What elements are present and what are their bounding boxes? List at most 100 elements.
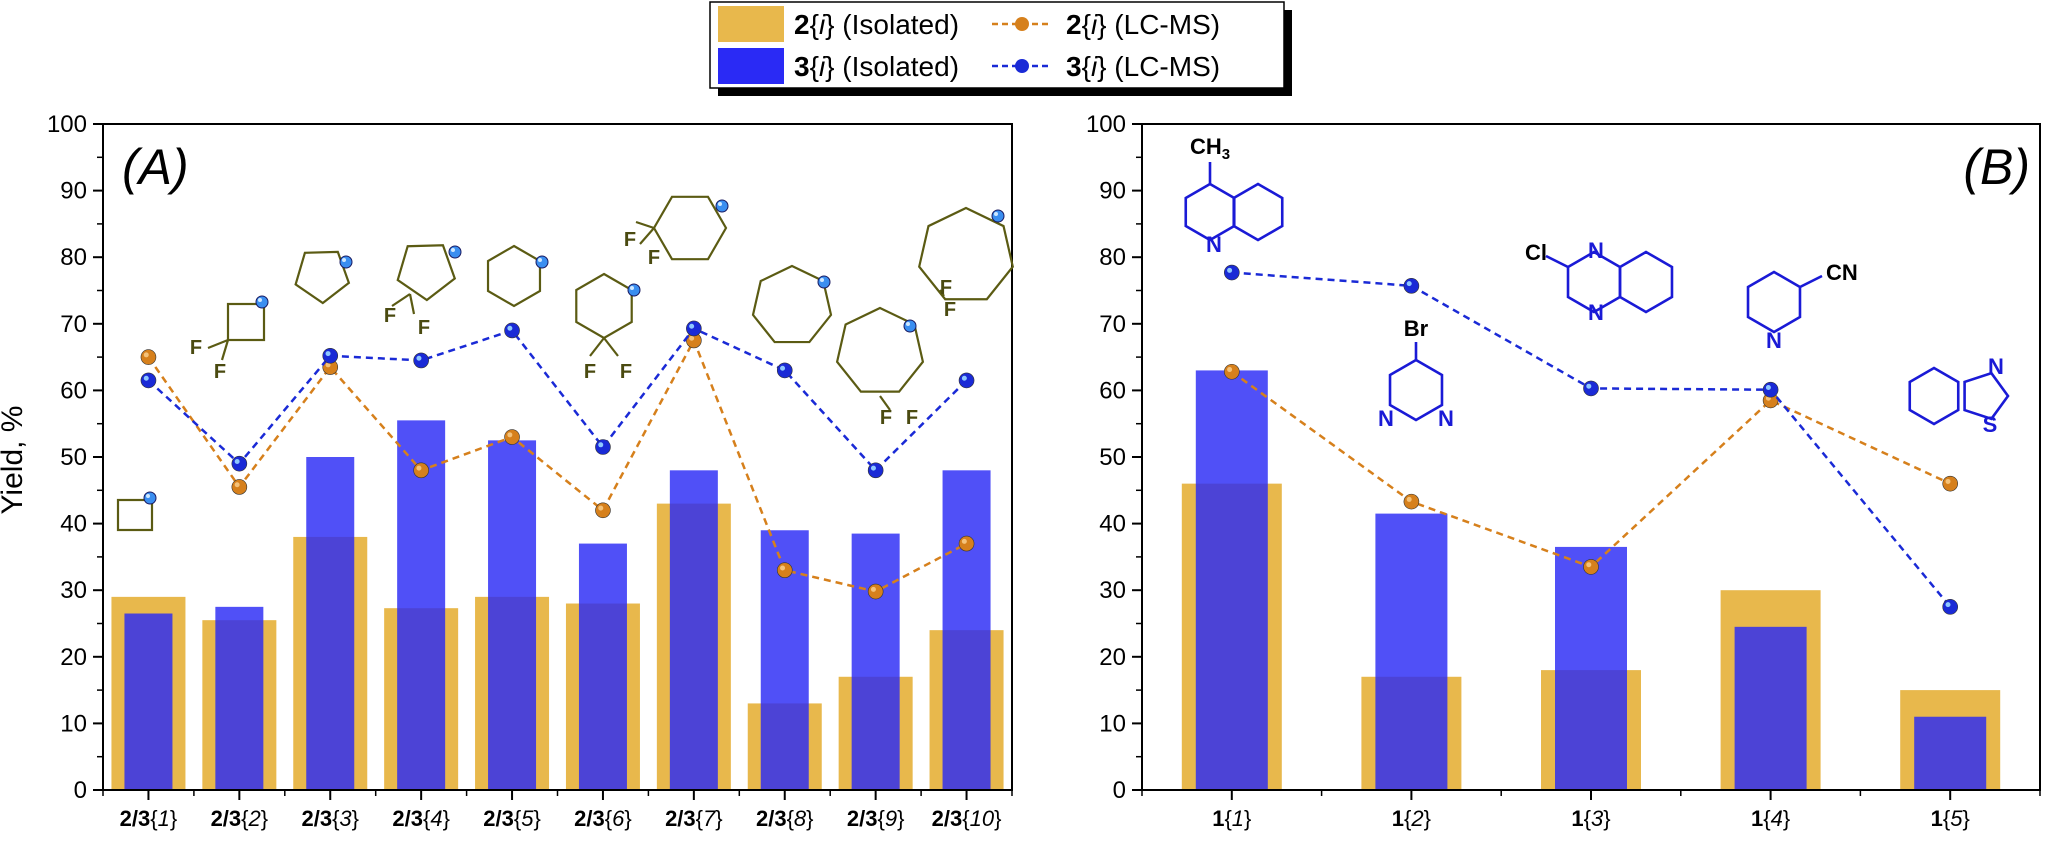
panel-a-point-lc3-9 [867,462,884,479]
svg-text:N: N [1378,406,1394,431]
panel-a-point-lc2-8 [776,562,793,579]
panel-b-xtick-5: 1{5} [1931,806,1970,831]
svg-text:CH3: CH3 [1190,134,1230,163]
panel-a-bar-3-1 [124,613,173,790]
structure-b-pyridine: CN N [1746,260,1858,353]
svg-text:F: F [944,299,956,321]
panel-a-xtick-9: 2/3{9} [847,806,905,831]
panel-b: 0 10 20 30 40 50 60 70 80 90 100 1{1} 1{2} 1{3} 1{4} 1{… [1086,111,2041,831]
panel-a-xtick-6: 2/3{6} [574,806,632,831]
svg-text:F: F [584,361,596,383]
panel-a-bar-3-3 [306,457,355,790]
svg-text:F: F [620,361,632,383]
panel-a-xtick-7: 2/3{7} [665,806,723,831]
svg-text:F: F [418,317,430,339]
panel-a-point-lc3-5 [504,322,520,339]
legend-box [709,1,1285,89]
svg-text:F: F [940,277,952,299]
panel-a-point-lc2-5 [504,429,520,445]
structure-b-benzothiazole: NS [1908,354,2010,437]
panel-a-line-lc3 [147,326,968,473]
panel-a-ytick-80: 80 [60,244,87,271]
panel-b-point-lc3-2 [1403,278,1420,294]
svg-text:F: F [648,247,660,269]
legend-entry-1: 2{i} (LC-MS) [1066,9,1220,40]
panel-a-point-lc3-2 [231,455,248,472]
svg-text:Cl: Cl [1525,240,1547,265]
legend-swatch-marker-1 [1015,17,1029,31]
structure-b-pyrimidine: Br N N [1378,316,1454,431]
svg-text:F: F [624,229,636,251]
structure-b-quinoxaline: Cl N N [1525,238,1674,325]
panel-a-point-lc2-6 [595,502,611,519]
svg-text:F: F [190,337,202,359]
structure-a-1 [116,491,157,532]
panel-a-xtick-4: 2/3{4} [392,806,450,831]
legend-swatch-marker-3 [1015,59,1029,73]
panel-a-ytick-50: 50 [60,444,87,471]
y-axis-title: Yield, % [0,406,29,515]
svg-text:N: N [1766,328,1782,353]
panel-b-ytick-30: 30 [1099,577,1126,604]
panel-a-ytick-20: 20 [60,644,87,671]
structure-a-4: FF [384,244,462,339]
panel-a-xtick-10: 2/3{10} [932,806,1002,831]
panel-b-bar-3-1 [1195,370,1268,790]
panel-b-ytick-20: 20 [1099,644,1126,671]
panel-a-point-lc3-4 [413,352,429,369]
panel-a-bar-3-7 [669,470,718,790]
structure-a-7: FF [624,195,729,269]
panel-a-point-lc3-6 [595,439,611,455]
panel-b-point-lc2-5 [1942,475,1958,492]
svg-text:N: N [1206,232,1222,257]
panel-b-ytick-100: 100 [1086,111,1126,138]
panel-b-ytick-0: 0 [1113,777,1126,804]
panel-a-letter: (A) [122,139,189,195]
panel-a-ytick-40: 40 [60,511,87,538]
svg-text:CN: CN [1826,260,1858,285]
panel-a-point-lc3-7 [686,320,702,337]
panel-a-ytick-30: 30 [60,577,87,604]
panel-a-bar-3-2 [215,606,264,790]
panel-b-line-lc2 [1231,370,1951,569]
panel-a-xtick-2: 2/3{2} [211,806,269,831]
panel-a-line-lc2 [147,337,968,593]
legend-entry-2: 3{i} (Isolated) [794,51,959,82]
panel-b-ytick-80: 80 [1099,244,1126,271]
svg-text:F: F [880,407,892,429]
structure-b-quinoline: CH3 N [1184,134,1284,257]
panel-b-letter: (B) [1963,139,2030,195]
panel-a-point-lc2-4 [413,462,429,479]
panel-b-point-lc3-4 [1762,381,1779,398]
legend-swatch-bar-2 [718,48,784,84]
panel-a-xtick-1: 2/3{1} [120,806,178,831]
structure-a-8 [751,264,833,344]
panel-a-ytick-10: 10 [60,710,87,737]
panel-a-point-lc3-1 [140,372,157,389]
panel-b-ytick-50: 50 [1099,444,1126,471]
panel-a-bar-3-5 [488,440,537,790]
panel-b-xtick-1: 1{1} [1212,806,1251,831]
svg-text:S: S [1983,412,1998,437]
legend-entry-3: 3{i} (LC-MS) [1066,51,1220,82]
panel-b-ytick-60: 60 [1099,377,1126,404]
svg-text:N: N [1588,238,1604,263]
panel-a-xtick-8: 2/3{8} [756,806,814,831]
svg-text:F: F [906,407,918,429]
panel-a-point-lc3-3 [322,347,339,364]
panel-b-bar-3-3 [1555,546,1627,790]
panel-a-bar-3-9 [851,533,900,790]
panel-b-ytick-90: 90 [1099,178,1126,205]
panel-b-bar-3-4 [1734,626,1807,790]
legend: 2{i} (Isolated) 2{i} (LC-MS) 3{i} (Isolate… [709,1,1292,96]
panel-a-ytick-70: 70 [60,311,87,338]
panel-a-bar-3-4 [397,420,446,790]
panel-b-ytick-70: 70 [1099,311,1126,338]
panel-b-point-lc2-1 [1224,363,1240,380]
panel-b-point-lc2-3 [1583,559,1599,575]
panel-a: 0 10 20 30 40 50 60 70 80 90 100 2/3{1} 2/3{2} 2/3{3}… [47,111,1013,831]
